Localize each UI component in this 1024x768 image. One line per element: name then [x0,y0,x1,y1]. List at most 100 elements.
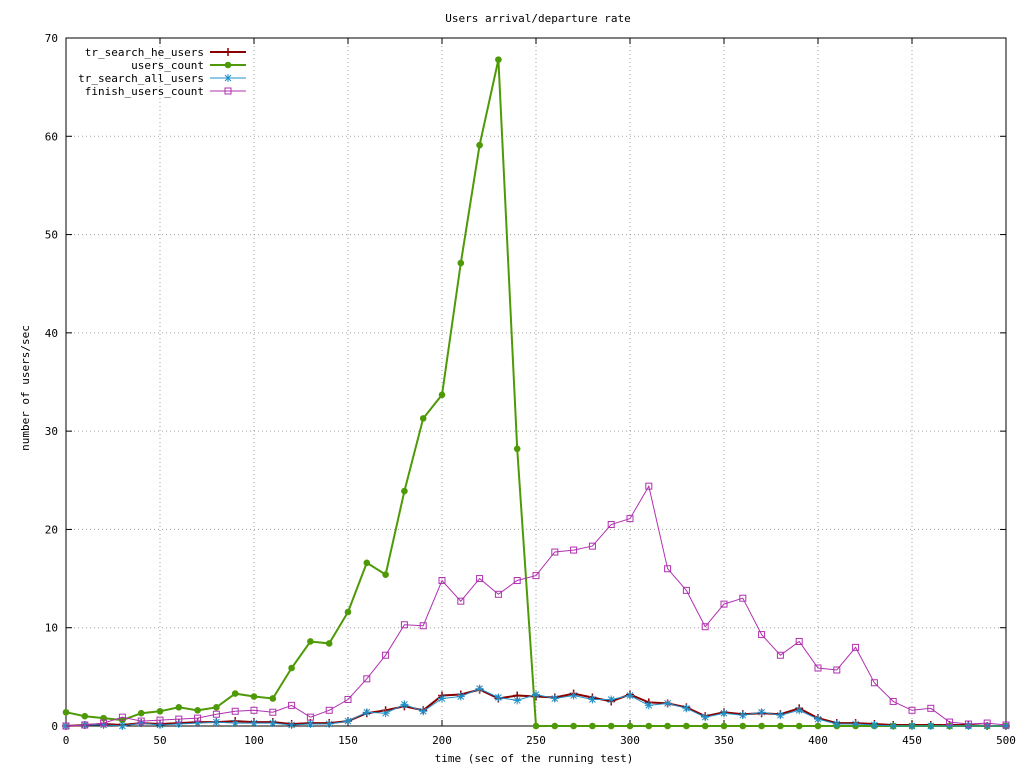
data-point [645,722,653,730]
data-point [156,716,164,724]
data-point [288,664,295,672]
data-point [701,623,709,631]
data-point [720,600,728,608]
series-line [65,484,1007,727]
data-point [908,706,916,714]
data-point [626,691,634,700]
data-point [194,706,201,714]
data-point [137,717,145,725]
data-point [419,707,428,716]
data-point [551,722,559,730]
legend: tr_search_he_usersusers_counttr_search_a… [78,46,246,98]
data-point [551,548,559,556]
data-point [532,690,540,699]
data-point [570,546,578,554]
data-point [588,695,597,704]
data-point [720,722,728,730]
data-point [945,722,954,730]
data-point [532,722,540,730]
data-point [363,675,371,683]
legend-swatch-marker [224,61,232,69]
data-point [739,594,747,602]
data-point [513,577,521,585]
data-point [682,704,691,713]
x-tick-label: 300 [620,734,640,747]
y-axis-label: number of users/sec [19,325,32,451]
data-point [983,719,991,727]
axes: 0 50 100 150 200 250 300 350 400 450 500 0 10 20 30 40 5… [45,32,1016,747]
series-finish_users_count [62,482,1010,730]
data-point [250,693,258,700]
data-point [664,565,672,573]
data-point [475,684,484,693]
data-point [419,622,427,630]
x-tick-label: 350 [714,734,734,747]
data-point [607,521,615,529]
y-tick-label: 0 [51,720,58,733]
y-tick-label: 10 [45,622,58,635]
data-point [683,722,690,730]
data-point [438,577,446,585]
data-point [758,631,766,639]
data-point [626,722,634,730]
data-point [814,715,822,724]
x-tick-label: 50 [153,734,166,747]
data-point [589,722,596,730]
data-point [382,651,390,659]
data-point [306,713,314,721]
data-point [513,445,521,453]
data-point [212,718,221,727]
data-point [118,722,127,730]
x-tick-label: 150 [338,734,358,747]
data-point [926,722,935,730]
data-point [306,720,315,729]
data-point [456,692,465,701]
legend-label: tr_search_all_users [78,72,204,85]
legend-swatch-marker [224,74,232,82]
data-point [476,575,484,583]
data-point [212,710,220,718]
data-point [400,700,409,709]
data-point [363,559,371,567]
data-point [1002,721,1010,729]
data-point [307,638,314,645]
data-point [870,679,878,687]
x-tick-label: 500 [996,734,1016,747]
data-point [231,690,239,697]
data-point [81,721,89,729]
data-point [550,694,559,703]
x-tick-label: 0 [63,734,70,747]
data-point [776,651,784,659]
data-point [795,722,803,730]
y-tick-label: 30 [45,425,58,438]
data-point [644,701,653,710]
data-point [946,718,954,726]
data-point [438,694,446,703]
data-point [494,693,503,702]
data-point [927,704,935,712]
data-point [795,637,803,645]
data-point [362,708,371,717]
legend-label: tr_search_he_users [85,46,204,59]
data-point [457,597,465,605]
data-point [137,709,145,717]
data-point [851,720,860,729]
data-point [795,706,804,715]
data-point [62,722,70,730]
data-point [570,722,577,730]
data-point [231,707,239,715]
data-point [870,721,879,730]
x-axis-label: time (sec of the running test) [435,752,634,765]
data-point [268,719,277,728]
data-point [645,482,653,490]
data-point [588,542,596,550]
data-point [777,722,784,730]
x-tick-label: 200 [432,734,452,747]
data-point [269,695,277,702]
y-tick-label: 40 [45,327,58,340]
data-point [419,415,427,422]
data-point [626,515,634,523]
data-point [607,722,615,730]
data-point [325,640,333,647]
